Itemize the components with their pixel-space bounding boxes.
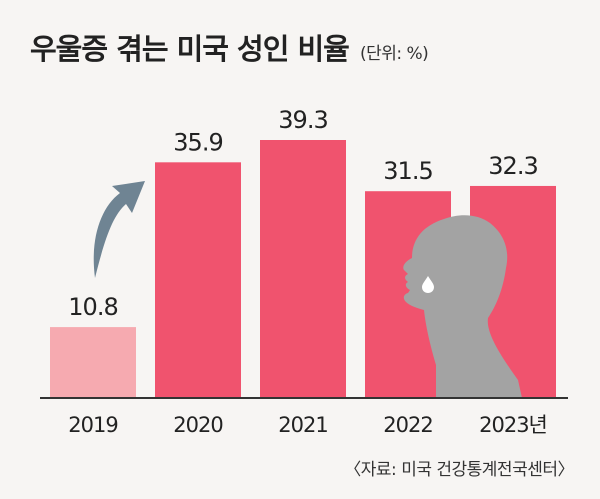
chart-title: 우울증 겪는 미국 성인 비율 [30,32,350,66]
tear-drop-icon [422,276,434,293]
value-labels-group: 10.8 35.9 39.3 31.5 32.3 [68,106,538,321]
value-label-2020: 35.9 [173,128,222,156]
bar-2019 [50,327,136,398]
x-tick-label-2020: 2020 [173,413,222,437]
x-tick-label-2022: 2022 [383,413,432,437]
x-tick-label-2019: 2019 [68,413,117,437]
bar-2020 [155,162,241,398]
value-label-2023년: 32.3 [488,152,537,180]
x-tick-label-2021: 2021 [278,413,327,437]
chart-title-group: 우울증 겪는 미국 성인 비율 (단위: %) [30,26,429,68]
unit-label: (단위: %) [359,44,429,64]
bar-2021 [260,140,346,398]
x-axis-tick-labels: 2019 2020 2021 2022 2023년 [68,413,548,437]
value-label-2021: 39.3 [278,106,327,134]
x-tick-label-2023년: 2023년 [479,413,547,437]
source-note: 〈자료: 미국 건강통계전국센터〉 [344,460,574,480]
value-label-2022: 31.5 [383,157,432,185]
sad-person-silhouette-icon [403,215,522,398]
value-label-2019: 10.8 [68,293,117,321]
upward-trend-arrow-icon [93,181,145,278]
